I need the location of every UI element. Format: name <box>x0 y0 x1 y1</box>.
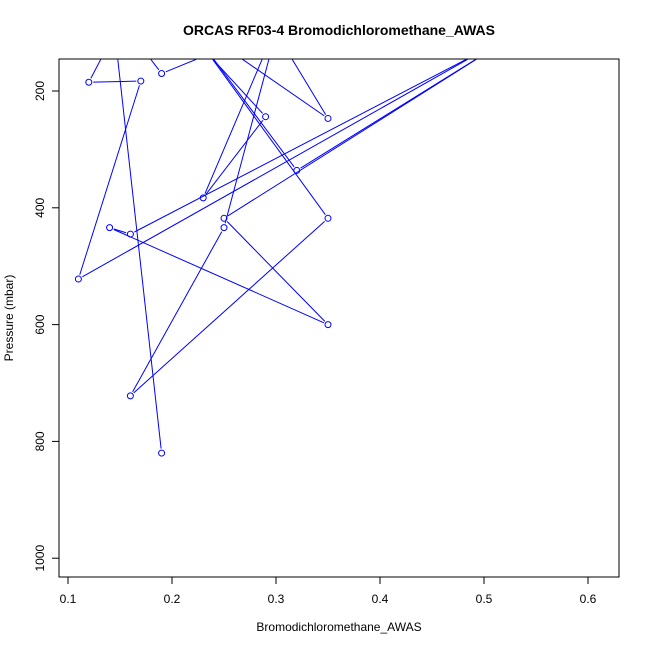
series-segment <box>204 59 263 194</box>
x-tick-label: 0.2 <box>164 592 181 606</box>
y-tick-label: 800 <box>33 431 47 451</box>
data-point <box>159 0 165 6</box>
series-segment <box>211 59 326 215</box>
series-segment <box>149 59 160 71</box>
series-segment <box>134 59 469 233</box>
y-tick-label: 400 <box>33 197 47 217</box>
data-point <box>169 0 175 6</box>
data-point <box>324 214 332 222</box>
data-point <box>293 166 301 174</box>
data-point <box>137 77 145 85</box>
series-segment <box>226 221 326 322</box>
series-layer <box>74 0 508 457</box>
data-point <box>220 224 228 232</box>
data-point <box>324 321 332 329</box>
data-point <box>126 392 134 400</box>
series-segment <box>132 231 223 393</box>
data-point <box>158 69 166 77</box>
series-segment <box>117 59 162 449</box>
x-tick-label: 0.4 <box>372 592 389 606</box>
data-point <box>112 30 118 36</box>
plot-frame <box>58 58 620 578</box>
data-point <box>126 230 134 238</box>
y-tick-label: 600 <box>33 314 47 334</box>
data-point <box>127 30 133 36</box>
chart-title: ORCAS RF03-4 Bromodichloromethane_AWAS <box>183 22 495 38</box>
data-point <box>106 224 114 232</box>
series-segment <box>93 80 137 83</box>
x-tick-label: 0.5 <box>476 592 493 606</box>
y-tick-label: 1000 <box>33 545 47 572</box>
y-tick-label: 200 <box>33 81 47 101</box>
data-point <box>85 78 93 86</box>
series-segment <box>165 59 199 73</box>
x-tick-label: 0.6 <box>580 592 597 606</box>
series-segment <box>82 59 470 278</box>
series-segment <box>212 59 295 168</box>
series-segment <box>241 59 325 117</box>
series-segment <box>291 59 327 115</box>
x-tick-label: 0.1 <box>60 592 77 606</box>
data-point <box>220 214 228 222</box>
series-segment <box>90 59 102 79</box>
x-axis-label: Bromodichloromethane_AWAS <box>256 620 421 634</box>
series-segment <box>224 59 270 224</box>
y-axis: 200 400 600 800 1000 <box>33 81 59 572</box>
data-point <box>481 47 487 53</box>
data-point <box>199 194 207 202</box>
data-point <box>502 38 508 44</box>
x-tick-label: 0.3 <box>268 592 285 606</box>
data-point <box>324 114 332 122</box>
series-segment <box>113 229 325 324</box>
series-segment <box>205 119 264 195</box>
data-point <box>262 113 270 121</box>
y-axis-label: Pressure (mbar) <box>2 275 16 362</box>
series-segment <box>300 59 478 169</box>
data-point <box>74 275 82 283</box>
x-axis: 0.1 0.2 0.3 0.4 0.5 0.6 <box>60 577 597 606</box>
series-segment <box>79 85 140 275</box>
series-segment <box>133 220 325 394</box>
series-segment <box>113 228 127 234</box>
data-point <box>158 449 166 457</box>
